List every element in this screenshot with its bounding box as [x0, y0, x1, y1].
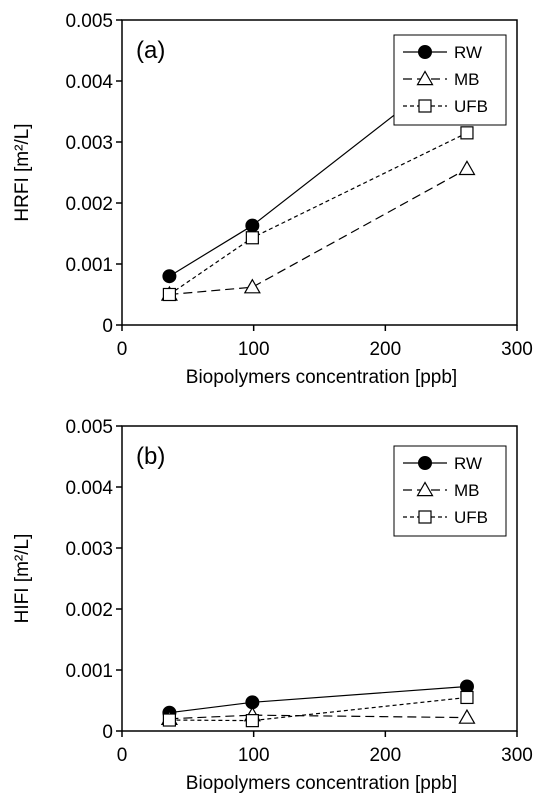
panel-label: (b) [136, 443, 165, 470]
series-line-ufb [169, 696, 468, 722]
y-tick-label: 0.005 [65, 11, 113, 32]
y-tick-label: 0.001 [65, 255, 113, 276]
x-tick-label: 300 [501, 745, 533, 766]
y-tick-label: 0.003 [65, 539, 113, 560]
legend-label-ufb: UFB [454, 508, 488, 527]
y-axis-label: HIFI [m²/L] [12, 534, 33, 624]
x-axis-label: Biopolymers concentration [ppb] [186, 367, 457, 388]
data-point-ufb [162, 287, 176, 302]
legend-marker-ufb [418, 99, 432, 113]
legend-label-rw: RW [454, 43, 482, 62]
series-line-mb [169, 714, 467, 720]
data-point-ufb [460, 690, 474, 705]
y-tick-label: 0.004 [65, 72, 113, 93]
chart-a: 0 0.001 0.002 0.003 0.004 0.005 0 100 200 300 Biop… [12, 11, 533, 388]
plot-area [121, 425, 518, 732]
x-tick-label: 300 [501, 339, 533, 360]
x-tick-label: 200 [369, 339, 401, 360]
data-point-mb [243, 278, 261, 294]
series-line-ufb [169, 132, 468, 295]
data-point-ufb [162, 713, 176, 727]
y-tick-label: 0.005 [65, 417, 113, 438]
data-point-ufb [460, 126, 474, 140]
data-point-ufb [245, 231, 259, 245]
legend-label-mb: MB [454, 70, 480, 89]
x-tick-label: 200 [369, 745, 401, 766]
legend-label-rw: RW [454, 454, 482, 473]
y-tick-label: 0.003 [65, 133, 113, 154]
y-tick-label: 0 [102, 722, 113, 743]
chart-b: 0 0.001 0.002 0.003 0.004 0.005 0 100 200 300 Biop… [12, 417, 533, 794]
legend-marker-ufb [418, 510, 432, 524]
legend-label-mb: MB [454, 481, 480, 500]
legend-box [393, 34, 507, 126]
series-line-rw [169, 685, 468, 714]
x-axis-label: Biopolymers concentration [ppb] [186, 773, 457, 794]
y-axis-label: HRFI [m²/L] [12, 123, 33, 221]
legend-label-ufb: UFB [454, 97, 488, 116]
data-point-ufb [245, 714, 259, 728]
series-line-mb [169, 168, 468, 296]
y-tick-label: 0.002 [65, 600, 113, 621]
x-tick-label: 100 [238, 339, 270, 360]
x-tick-label: 0 [117, 745, 128, 766]
data-point-rw [162, 269, 177, 284]
data-point-mb [458, 160, 476, 176]
legend-box [393, 445, 507, 537]
legend-marker-rw [418, 456, 432, 470]
plot-area [121, 19, 518, 326]
data-point-mb [458, 708, 476, 724]
legend-marker-mb [416, 70, 434, 86]
y-tick-label: 0 [102, 316, 113, 337]
x-tick-label: 100 [238, 745, 270, 766]
legend-marker-rw [418, 45, 432, 59]
data-point-rw [245, 218, 260, 233]
y-tick-label: 0.001 [65, 661, 113, 682]
panel-label: (a) [136, 37, 165, 64]
y-tick-label: 0.002 [65, 194, 113, 215]
y-tick-label: 0.004 [65, 478, 113, 499]
legend-marker-mb [416, 481, 434, 497]
x-tick-label: 0 [117, 339, 128, 360]
